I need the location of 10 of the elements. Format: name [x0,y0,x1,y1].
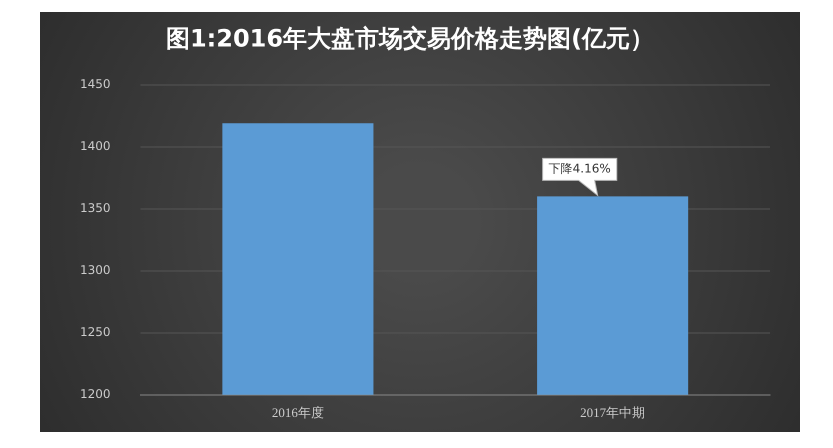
y-tick-label: 1400 [80,138,111,153]
x-tick-label: 2017年中期 [580,405,646,420]
y-tick-label: 1450 [80,76,111,91]
y-tick-label: 1350 [80,200,111,215]
y-tick-label: 1300 [80,262,111,277]
annotation: 下降4.16% [548,162,611,176]
x-tick-label: 2016年度 [272,405,324,420]
chart-title: 图1:2016年大盘市场交易价格走势图(亿元） [166,24,654,53]
y-tick-label: 1200 [80,386,111,401]
y-tick-label: 1250 [80,324,111,339]
